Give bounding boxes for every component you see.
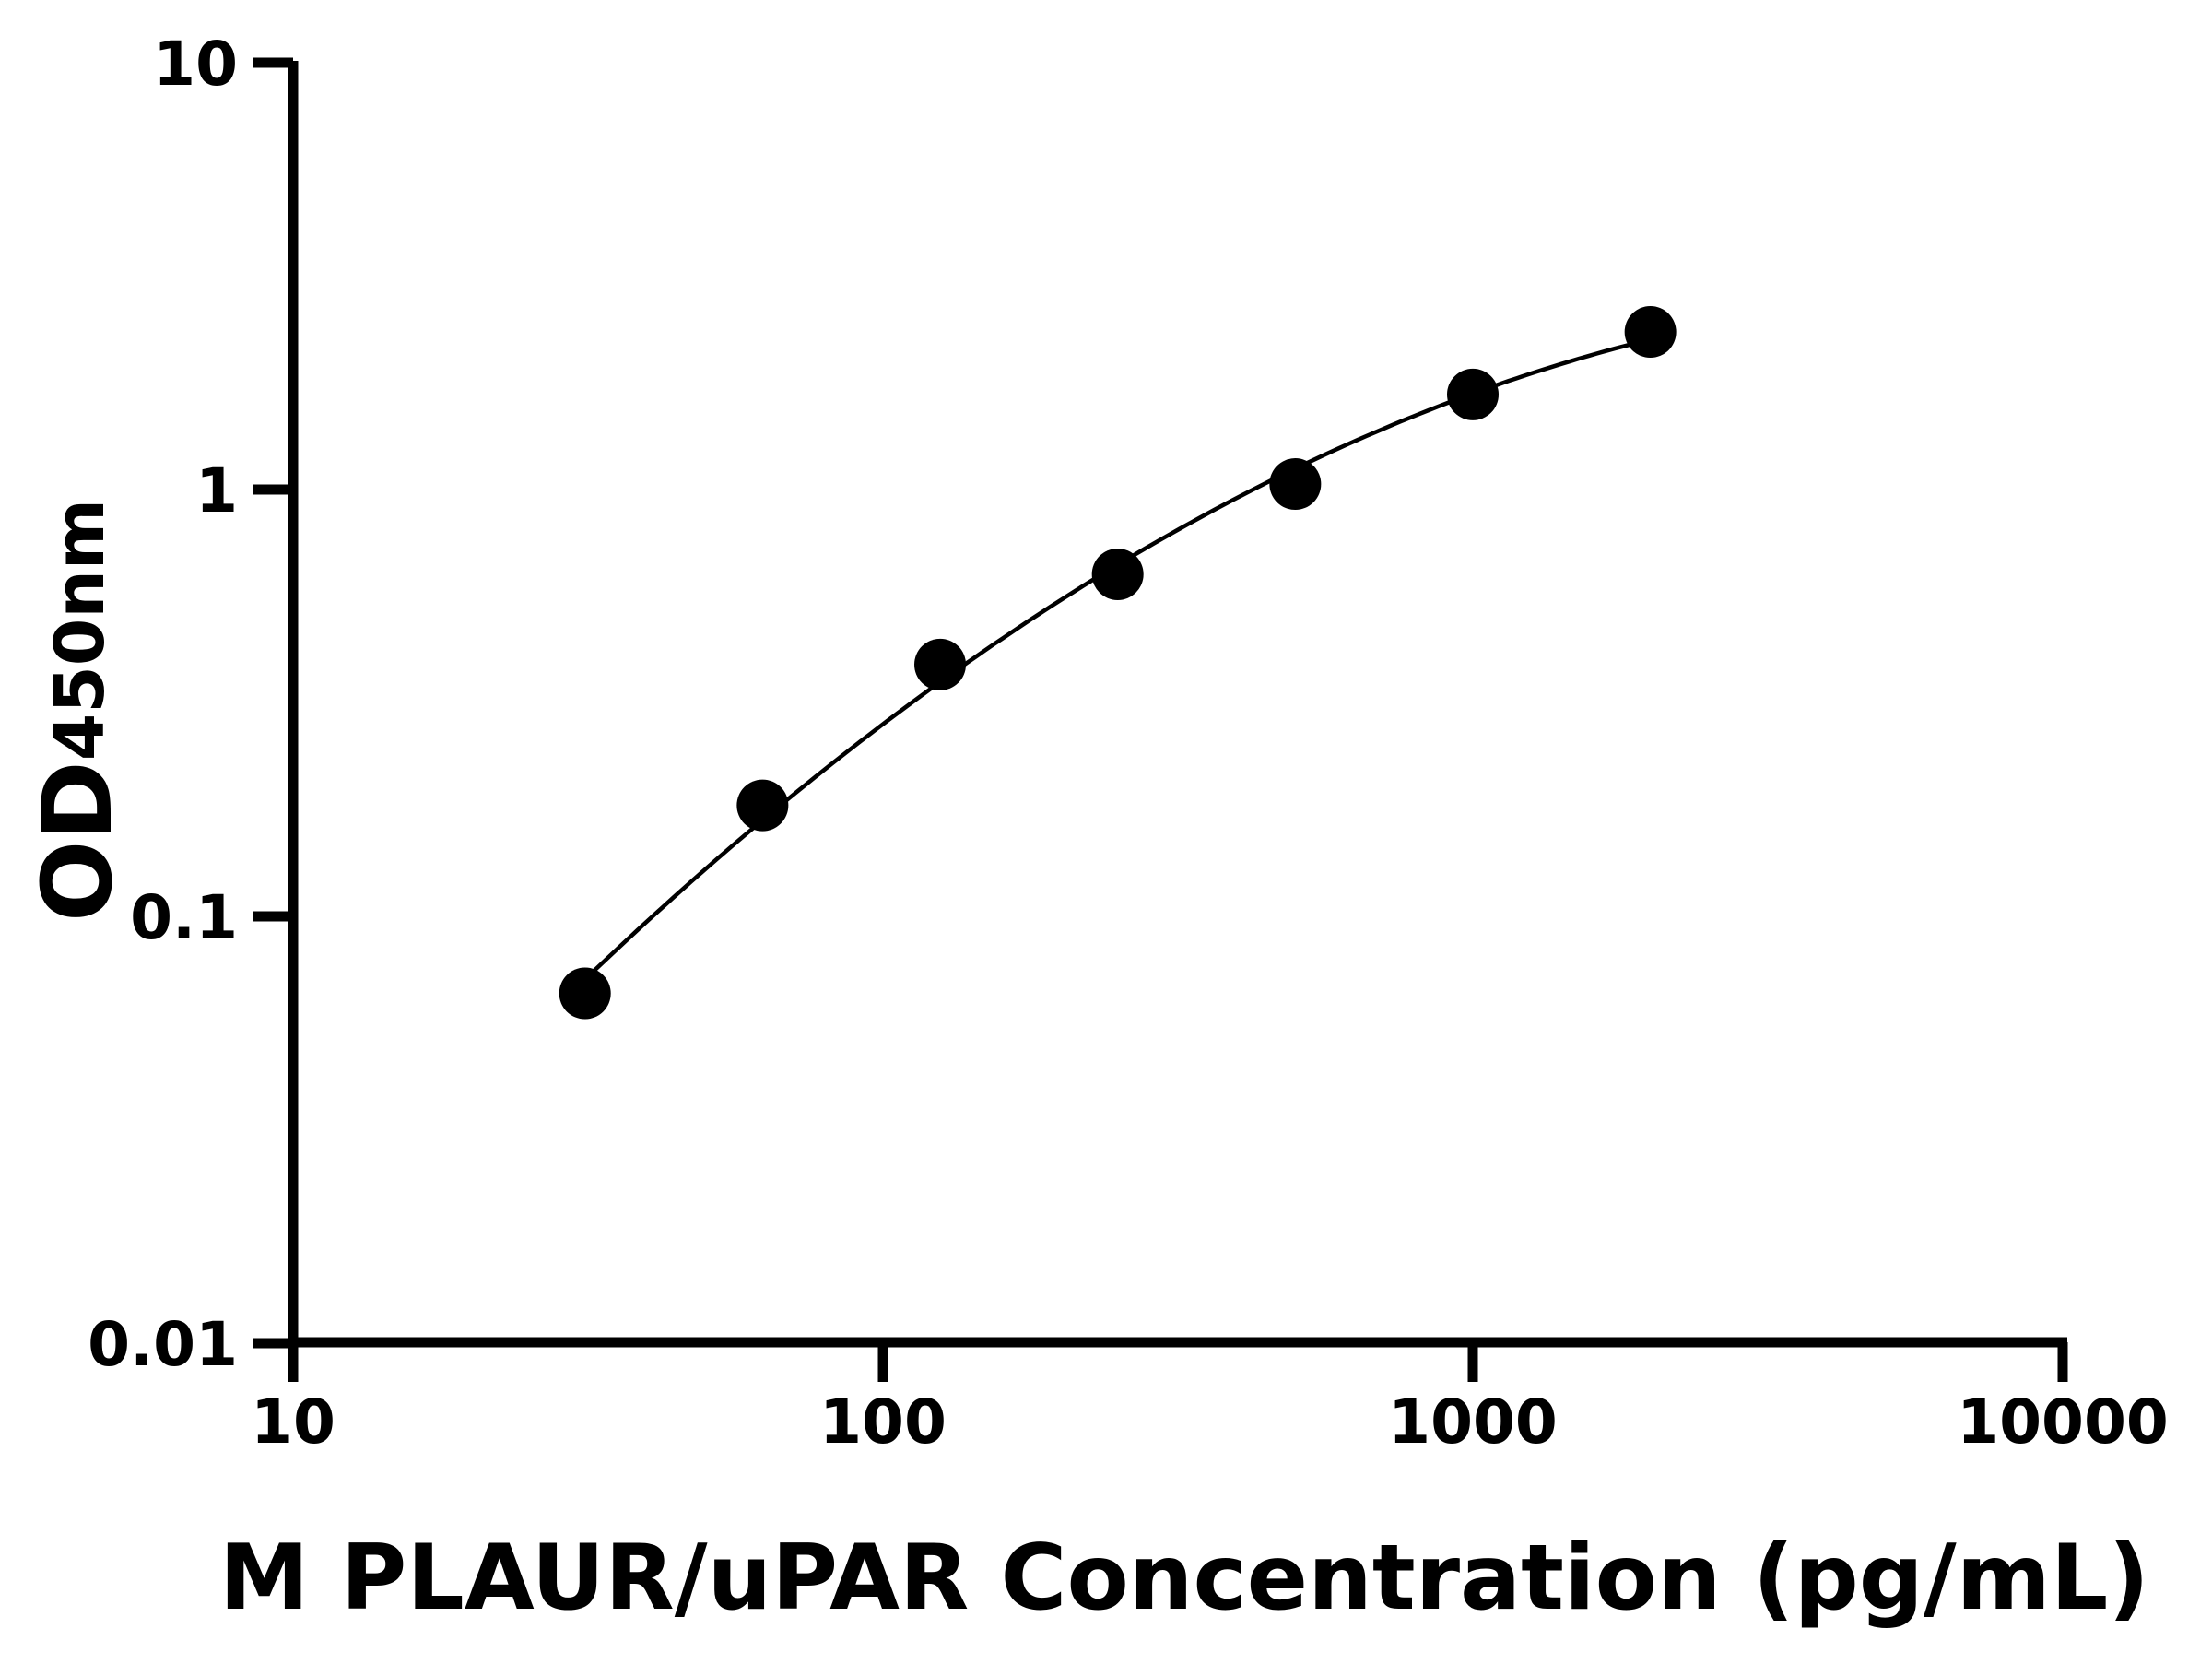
y-tick-label: 1 [195, 455, 238, 526]
data-point-marker [736, 779, 789, 832]
y-tick-label: 0.1 [130, 882, 238, 953]
x-tick-label: 10 [251, 1387, 335, 1457]
data-point-marker [914, 638, 967, 690]
x-tick-label: 100 [819, 1387, 947, 1457]
data-markers [559, 306, 1677, 1020]
data-point-marker [1447, 368, 1499, 420]
axes: 0.01 0.1 1 10 10 100 1000 10000 [88, 29, 2169, 1457]
x-tick-label: 10000 [1957, 1387, 2169, 1457]
fit-curve [583, 337, 1652, 982]
data-point-marker [1091, 548, 1144, 600]
x-ticks: 10 100 1000 10000 [251, 1342, 2169, 1457]
x-tick-label: 1000 [1388, 1387, 1558, 1457]
y-axis-title-subscript: 450nm [41, 499, 120, 761]
y-axis-title: OD450nm [21, 499, 134, 922]
data-point-marker [1269, 458, 1322, 511]
x-axis-title: M PLAUR/uPAR Concentration (pg/mL) [219, 1526, 2149, 1631]
y-tick-label: 0.01 [88, 1309, 238, 1380]
y-ticks: 0.01 0.1 1 10 [88, 29, 293, 1380]
data-point-marker [559, 967, 611, 1020]
plot-area [559, 306, 1677, 1020]
data-point-marker [1624, 306, 1677, 359]
svg-text:OD450nm: OD450nm [21, 499, 134, 922]
y-axis-title-main: OD [21, 761, 134, 922]
y-tick-label: 10 [153, 29, 238, 100]
